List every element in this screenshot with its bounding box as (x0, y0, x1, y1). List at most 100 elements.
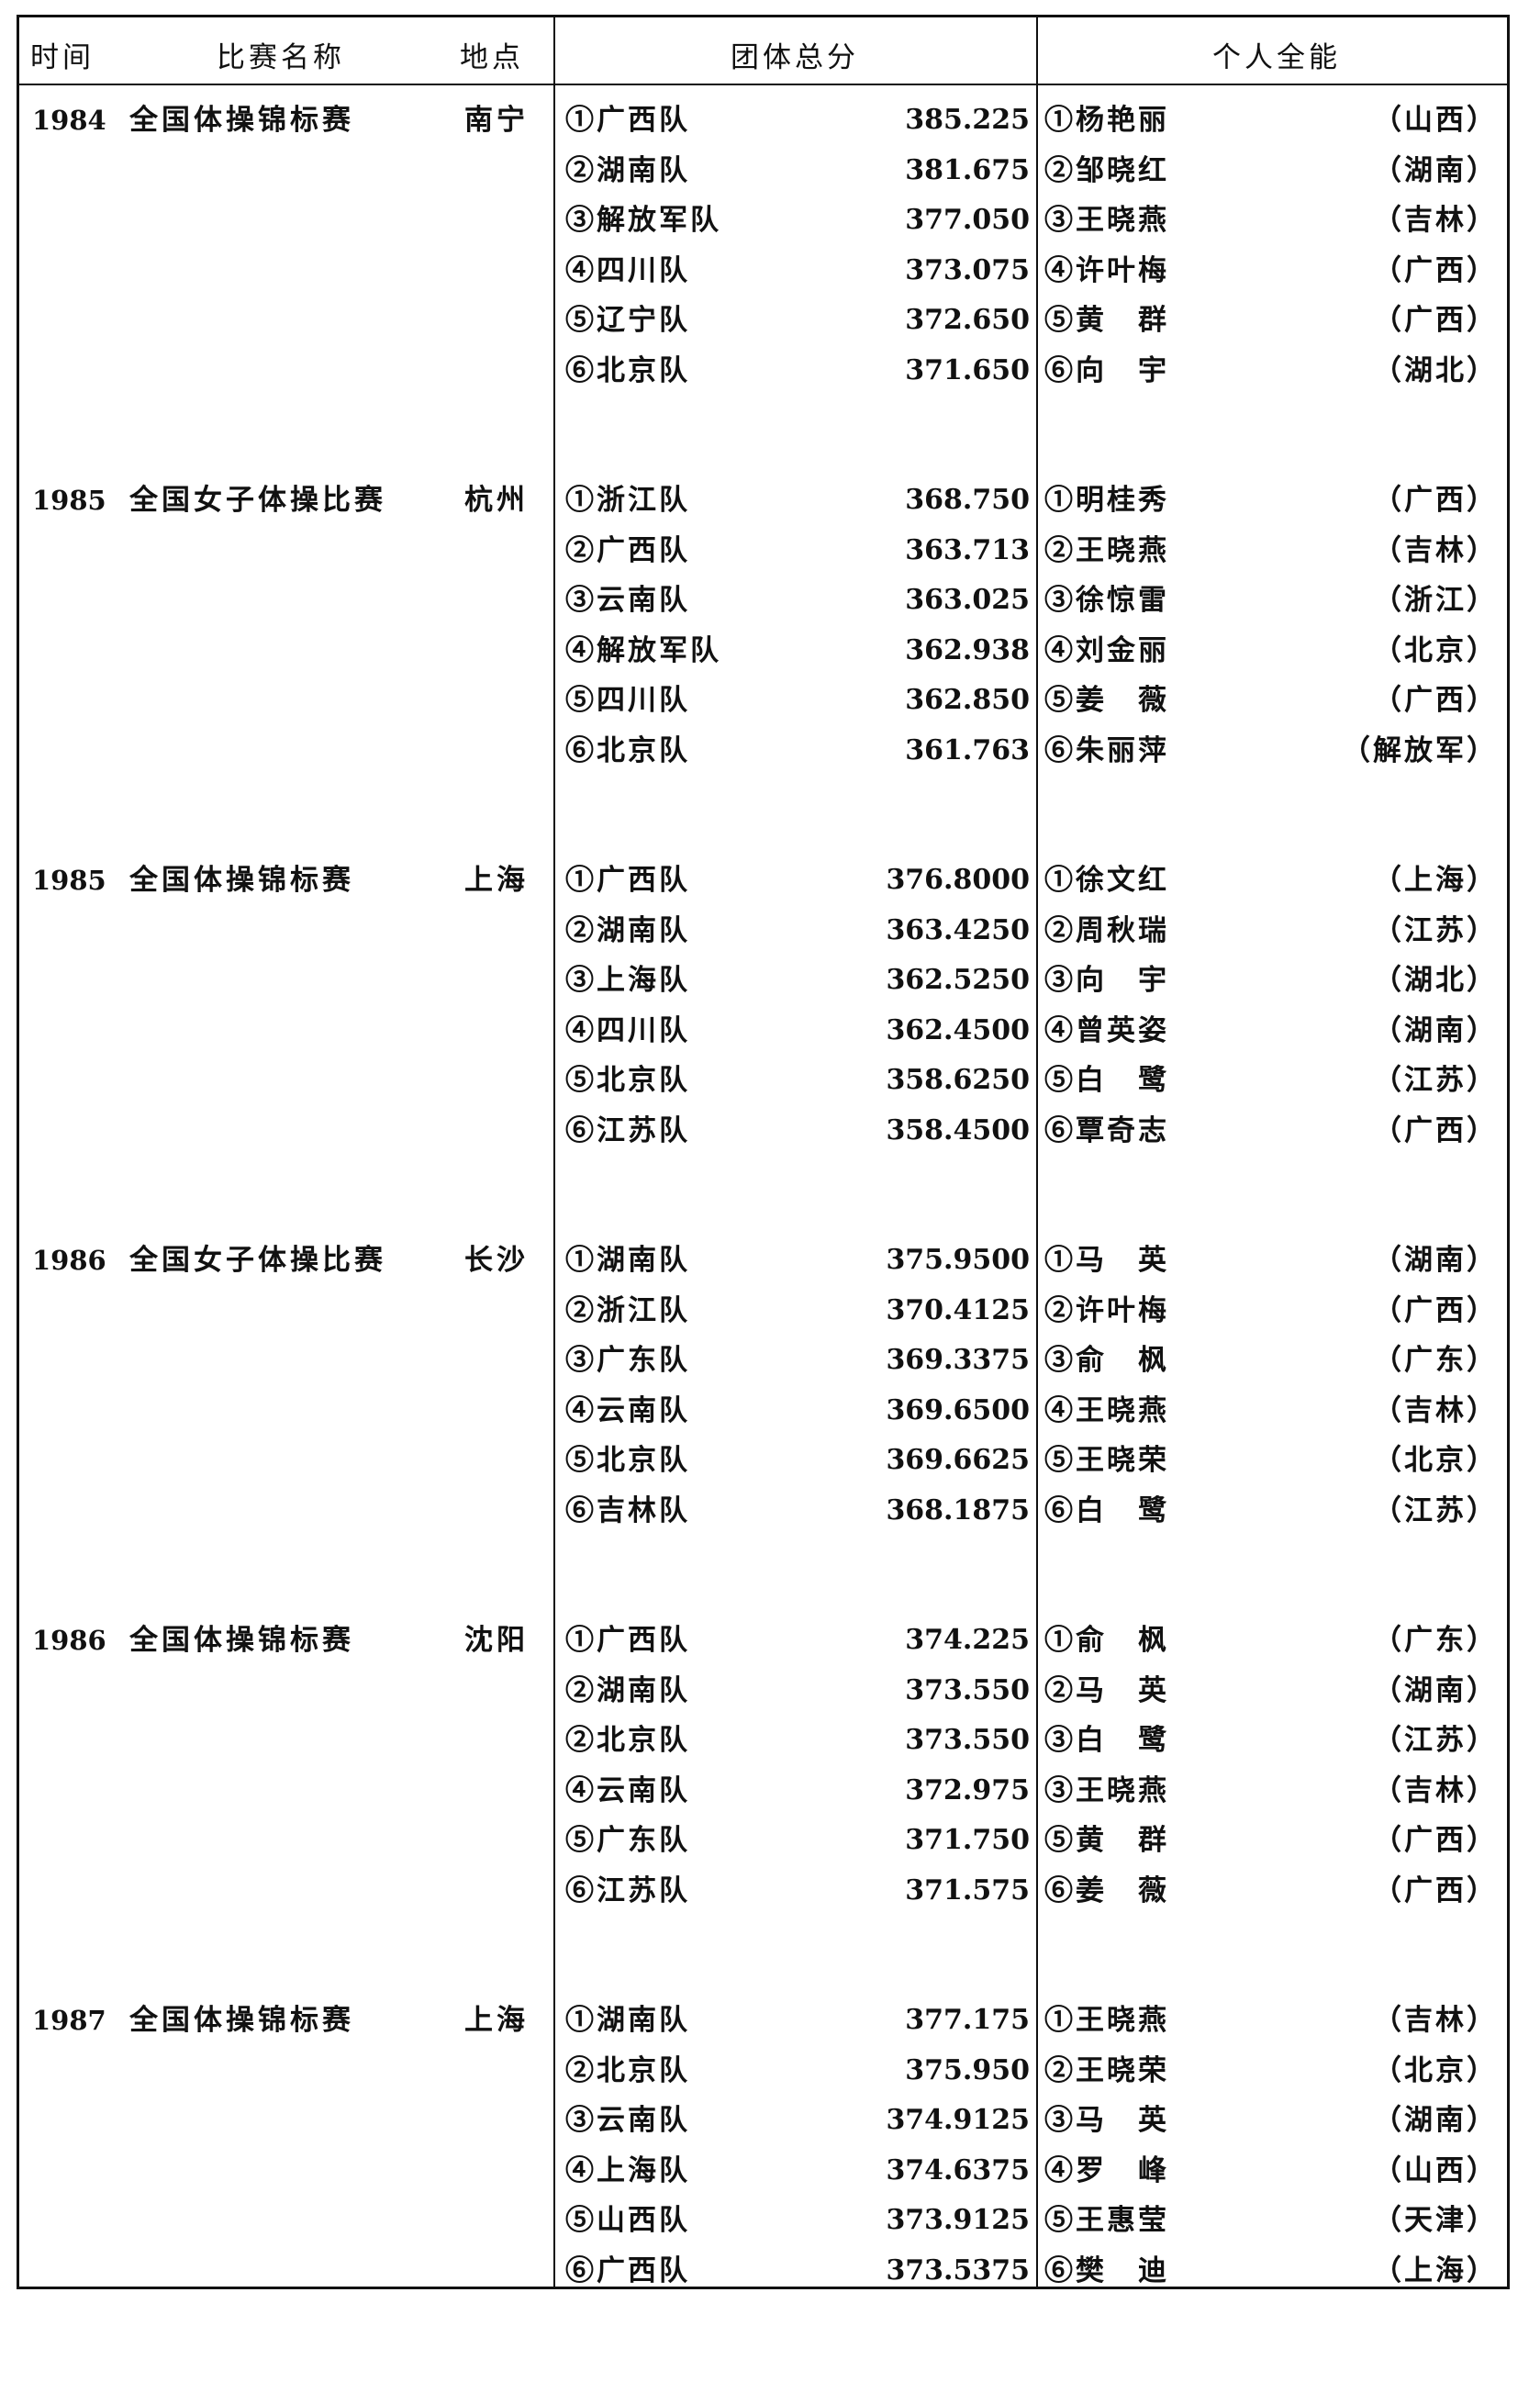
individual-rank: ②王晓荣 (1044, 2053, 1169, 2087)
team-score: 371.575 (905, 1873, 1030, 1907)
team-rank: ②浙江队 (565, 1293, 690, 1327)
team-score: 363.4250 (886, 913, 1030, 946)
individual-province: （广西） (1373, 253, 1498, 287)
place: 沈阳 (464, 1624, 529, 1657)
individual-province: （广西） (1373, 304, 1498, 337)
team-rank: ④四川队 (565, 1013, 690, 1047)
header-team-total: 团体总分 (731, 41, 859, 74)
team-score: 369.6625 (886, 1444, 1030, 1476)
team-score: 361.763 (905, 733, 1030, 766)
place: 南宁 (464, 104, 529, 137)
team-rank: ①广西队 (565, 864, 690, 897)
header-time: 时间 (30, 41, 95, 74)
team-rank: ①湖南队 (565, 1244, 690, 1277)
individual-rank: ⑥樊 迪 (1044, 2253, 1169, 2287)
team-rank: ①浙江队 (565, 484, 690, 517)
competition-name: 全国女子体操比赛 (129, 484, 386, 517)
individual-rank: ①马 英 (1044, 1244, 1169, 1277)
individual-rank: ①明桂秀 (1044, 484, 1169, 517)
team-score: 377.175 (905, 2004, 1030, 2036)
place: 长沙 (464, 1244, 529, 1277)
team-rank: ⑥北京队 (565, 733, 690, 767)
team-rank: ⑥江苏队 (565, 1873, 690, 1907)
team-rank: ①湖南队 (565, 2004, 690, 2037)
team-rank: ④解放军队 (565, 633, 721, 667)
individual-rank: ③王晓燕 (1044, 204, 1169, 237)
individual-rank: ④罗 峰 (1044, 2153, 1169, 2187)
individual-province: （江苏） (1373, 1493, 1498, 1527)
team-rank: ②广西队 (565, 533, 690, 567)
individual-province: （广西） (1373, 1293, 1498, 1327)
team-rank: ⑥江苏队 (565, 1113, 690, 1147)
team-rank: ⑤北京队 (565, 1444, 690, 1477)
team-score: 373.9125 (886, 2204, 1030, 2236)
team-rank: ④云南队 (565, 1773, 690, 1807)
team-rank: ⑥北京队 (565, 353, 690, 387)
team-score: 358.6250 (886, 1064, 1030, 1096)
individual-rank: ②王晓燕 (1044, 533, 1169, 567)
individual-province: （吉林） (1373, 204, 1498, 237)
competition-section: 1985 全国体操锦标赛 上海 ①广西队 376.8000 ①徐文红 （上海） ②湖南队 363… (19, 862, 1507, 1242)
team-score: 375.9500 (886, 1244, 1030, 1276)
individual-province: （山西） (1373, 104, 1498, 137)
column-divider (1036, 17, 1038, 2287)
team-rank: ⑥吉林队 (565, 1493, 690, 1527)
individual-rank: ③徐惊雷 (1044, 584, 1169, 617)
header-individual-all-around: 个人全能 (1212, 41, 1341, 74)
individual-province: （上海） (1373, 864, 1498, 897)
individual-rank: ⑤白 鹭 (1044, 1064, 1169, 1097)
individual-province: （广西） (1373, 1873, 1498, 1907)
team-score: 374.9125 (886, 2104, 1030, 2136)
team-score: 373.550 (905, 1724, 1030, 1756)
individual-province: （浙江） (1373, 584, 1498, 617)
individual-rank: ③白 鹭 (1044, 1724, 1169, 1757)
team-score: 371.750 (905, 1824, 1030, 1856)
team-score: 362.850 (905, 684, 1030, 716)
team-score: 372.650 (905, 304, 1030, 336)
results-table: 时间 比赛名称 地点 团体总分 个人全能 1984 全国体操锦标赛 南宁 ①广西队 38… (17, 15, 1510, 2289)
header-place: 地点 (460, 41, 524, 74)
individual-rank: ③王晓燕 (1044, 1773, 1169, 1807)
team-score: 372.975 (905, 1773, 1030, 1806)
team-score: 373.5375 (886, 2253, 1030, 2287)
team-rank: ④上海队 (565, 2153, 690, 2187)
individual-province: （解放军） (1342, 733, 1498, 767)
competition-section: 1984 全国体操锦标赛 南宁 ①广西队 385.225 ①杨艳丽 （山西） ②湖南队 381.… (19, 102, 1507, 482)
team-score: 385.225 (905, 104, 1030, 136)
individual-province: （湖北） (1373, 353, 1498, 387)
header-divider (19, 84, 1507, 85)
individual-rank: ④刘金丽 (1044, 633, 1169, 667)
individual-rank: ⑤姜 薇 (1044, 684, 1169, 717)
individual-province: （湖北） (1373, 964, 1498, 997)
team-score: 369.3375 (886, 1344, 1030, 1376)
individual-rank: ①俞 枫 (1044, 1624, 1169, 1657)
year: 1986 (32, 1625, 106, 1656)
team-score: 358.4500 (886, 1113, 1030, 1146)
individual-rank: ⑤王惠莹 (1044, 2204, 1169, 2237)
individual-rank: ②许叶梅 (1044, 1293, 1169, 1327)
team-rank: ③上海队 (565, 964, 690, 997)
team-score: 376.8000 (886, 864, 1030, 896)
individual-rank: ⑤王晓荣 (1044, 1444, 1169, 1477)
team-rank: ②北京队 (565, 2053, 690, 2087)
team-rank: ③云南队 (565, 584, 690, 617)
individual-province: （上海） (1373, 2253, 1498, 2287)
competition-name: 全国体操锦标赛 (129, 864, 354, 897)
individual-province: （北京） (1373, 1444, 1498, 1477)
individual-province: （湖南） (1373, 2104, 1498, 2137)
team-rank: ⑤广东队 (565, 1824, 690, 1857)
individual-province: （广西） (1373, 1113, 1498, 1147)
team-score: 370.4125 (886, 1293, 1030, 1326)
individual-province: （北京） (1373, 633, 1498, 667)
individual-province: （山西） (1373, 2153, 1498, 2187)
year: 1984 (32, 105, 106, 136)
team-rank: ③云南队 (565, 2104, 690, 2137)
individual-province: （湖南） (1373, 1673, 1498, 1707)
individual-rank: ①王晓燕 (1044, 2004, 1169, 2037)
individual-rank: ①杨艳丽 (1044, 104, 1169, 137)
individual-province: （吉林） (1373, 2004, 1498, 2037)
team-rank: ⑤山西队 (565, 2204, 690, 2237)
team-score: 381.675 (905, 153, 1030, 186)
individual-province: （湖南） (1373, 1013, 1498, 1047)
team-score: 374.6375 (886, 2153, 1030, 2186)
